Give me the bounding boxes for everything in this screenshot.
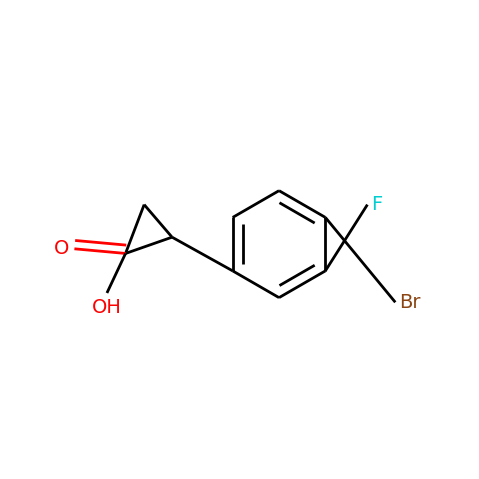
Text: F: F	[371, 195, 382, 214]
Text: Br: Br	[399, 293, 421, 312]
Text: OH: OH	[92, 297, 122, 317]
Text: O: O	[54, 240, 69, 258]
